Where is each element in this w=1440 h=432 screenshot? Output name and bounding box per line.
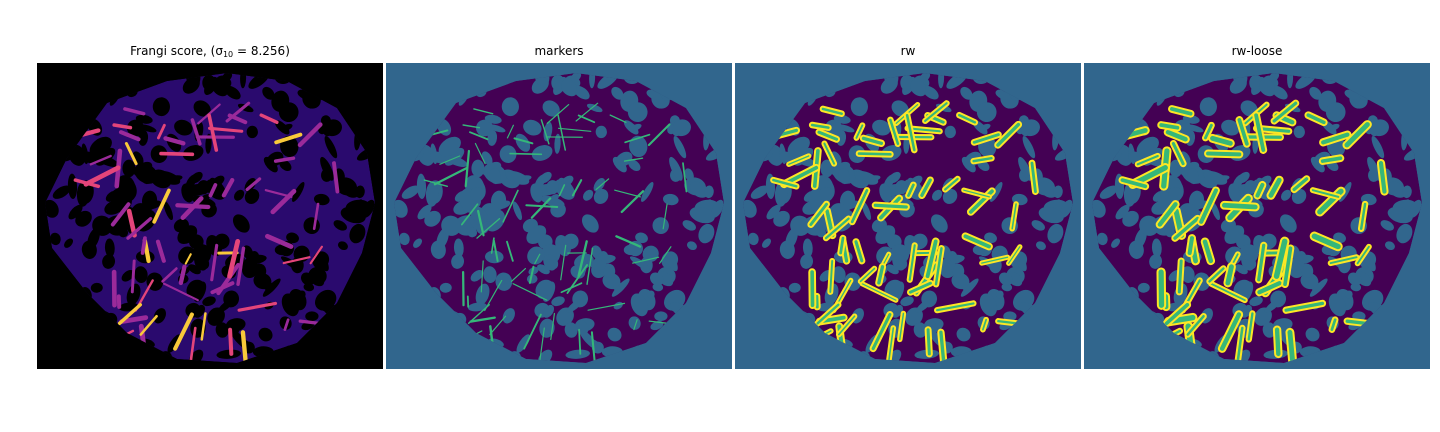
frangi-score-image	[37, 63, 383, 369]
rw-loose-image	[1084, 63, 1430, 369]
panel-title-frangi: Frangi score, (σ10 = 8.256)	[130, 44, 290, 59]
panel-title-rw: rw	[900, 44, 916, 58]
markers-image	[386, 63, 732, 369]
panel-title-rw-loose: rw-loose	[1231, 44, 1283, 58]
rw-image	[735, 63, 1081, 369]
panel-title-markers: markers	[534, 44, 584, 58]
